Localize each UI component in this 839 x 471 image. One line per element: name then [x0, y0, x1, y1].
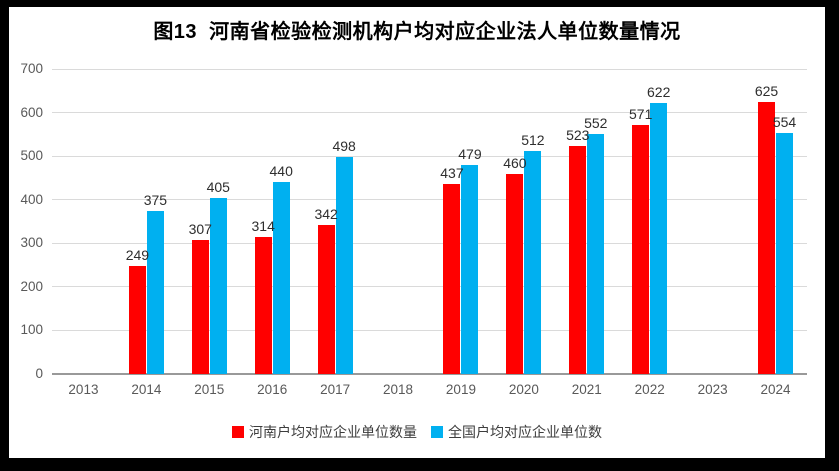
- data-label: 498: [332, 138, 356, 155]
- y-tick-label: 100: [20, 322, 43, 338]
- bar-series1-2016: [272, 182, 290, 374]
- gridline: [52, 68, 807, 70]
- x-tick-label: 2022: [634, 382, 665, 397]
- data-label: 571: [629, 106, 653, 123]
- y-tick-label: 500: [20, 148, 43, 164]
- bar-series0-2020: [506, 173, 524, 374]
- x-tick-label: 2024: [760, 382, 791, 397]
- legend-label: 河南户均对应企业单位数量: [249, 424, 417, 440]
- y-tick-label: 400: [20, 191, 43, 207]
- data-label: 342: [314, 206, 338, 222]
- y-tick-label: 200: [20, 278, 43, 294]
- y-tick-label: 0: [35, 366, 43, 381]
- data-label: 440: [269, 163, 293, 180]
- x-tick-label: 2018: [383, 382, 414, 397]
- x-tick-label: 2017: [320, 382, 351, 397]
- bar-series0-2019: [443, 183, 461, 374]
- bar-series1-2022: [650, 103, 668, 374]
- data-label: 512: [521, 131, 545, 148]
- y-tick-label: 600: [20, 104, 43, 120]
- data-label: 523: [566, 127, 590, 144]
- bar-series0-2024: [758, 101, 776, 374]
- y-tick-label: 700: [20, 61, 43, 76]
- bar-series1-2024: [776, 132, 794, 374]
- x-tick-label: 2021: [571, 382, 602, 397]
- x-tick-label: 2013: [68, 382, 99, 397]
- bar-series1-2017: [335, 157, 353, 374]
- gridline: [52, 199, 807, 201]
- legend-swatch-icon: [232, 426, 244, 438]
- gridline: [52, 155, 807, 157]
- data-label: 405: [206, 178, 230, 195]
- x-tick-label: 2015: [194, 382, 225, 397]
- data-label: 625: [754, 82, 779, 99]
- bar-series0-2022: [632, 125, 650, 374]
- x-tick-label: 2016: [257, 382, 288, 397]
- data-label: 479: [458, 146, 482, 163]
- chart-title: 图13 河南省检验检测机构户均对应企业法人单位数量情况: [153, 21, 681, 43]
- bar-series1-2014: [146, 210, 164, 374]
- bar-series0-2014: [128, 265, 146, 374]
- x-axis-line: [52, 373, 807, 375]
- data-label: 249: [125, 246, 150, 263]
- legend-label: 全国户均对应企业单位数: [448, 424, 602, 440]
- x-tick-label: 2014: [131, 382, 162, 397]
- x-tick-label: 2019: [445, 382, 476, 397]
- data-label: 375: [143, 191, 168, 208]
- bar-series1-2015: [209, 197, 227, 374]
- bar-series1-2020: [524, 150, 542, 374]
- legend-swatch-icon: [431, 426, 443, 438]
- data-label: 437: [440, 164, 464, 181]
- x-tick-label: 2020: [508, 382, 539, 397]
- legend-item-1: 全国户均对应企业单位数: [431, 422, 602, 442]
- bar-series0-2016: [254, 237, 272, 374]
- x-tick-label: 2023: [697, 382, 728, 397]
- gridline: [52, 329, 807, 331]
- data-label: 552: [584, 114, 608, 131]
- bar-series0-2015: [191, 240, 209, 374]
- gridline: [52, 286, 807, 288]
- legend: 河南户均对应企业单位数量 全国户均对应企业单位数: [9, 422, 825, 442]
- bar-series1-2019: [461, 165, 479, 374]
- bar-series0-2021: [569, 146, 587, 374]
- gridline: [52, 242, 807, 244]
- legend-item-0: 河南户均对应企业单位数量: [232, 422, 417, 442]
- chart-area: 图13 河南省检验检测机构户均对应企业法人单位数量情况 249 307 314 342…: [9, 7, 825, 458]
- data-label: 622: [647, 84, 671, 100]
- data-label: 460: [503, 154, 527, 171]
- bar-series0-2017: [317, 225, 335, 374]
- data-label: 307: [188, 221, 212, 238]
- bar-series1-2021: [587, 133, 605, 374]
- data-label: 554: [772, 113, 797, 130]
- data-label: 314: [251, 218, 275, 235]
- plot-area: 249 307 314 342 437 460 523 571 625 375 405 440 498 4…: [52, 68, 807, 375]
- y-tick-label: 300: [20, 235, 43, 251]
- gridline: [52, 112, 807, 114]
